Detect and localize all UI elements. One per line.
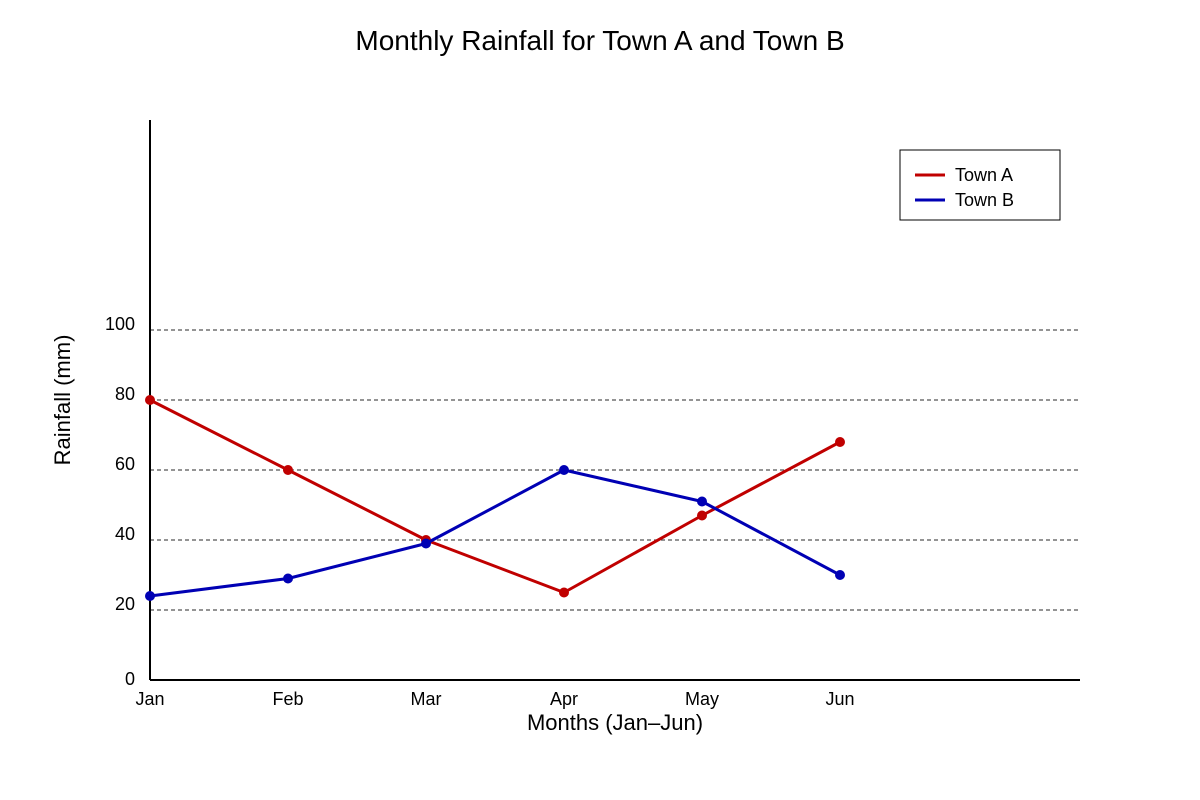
series-line-town-b <box>149 468 841 598</box>
data-point-town-a <box>283 465 293 475</box>
x-tick-label: Mar <box>411 689 442 709</box>
x-tick-label: Jun <box>825 689 854 709</box>
x-tick-label: Jan <box>135 689 164 709</box>
x-tick-label: May <box>685 689 719 709</box>
y-tick-label: 40 <box>115 524 135 544</box>
y-tick-labels: 0 20 40 60 80 100 <box>105 314 135 689</box>
y-tick-label: 80 <box>115 384 135 404</box>
y-axis-title: Rainfall (mm) <box>50 335 75 466</box>
data-point-town-b <box>559 465 569 475</box>
chart-title: Monthly Rainfall for Town A and Town B <box>355 25 844 56</box>
legend-box <box>899 149 1061 221</box>
legend-label-town-a: Town A <box>955 165 1013 185</box>
legend: Town A Town B <box>899 149 1061 221</box>
series-line-town-a <box>149 398 841 594</box>
x-tick-label: Feb <box>272 689 303 709</box>
data-point-town-b <box>145 591 155 601</box>
data-point-town-a <box>835 437 845 447</box>
legend-label-town-b: Town B <box>955 190 1014 210</box>
y-tick-label: 20 <box>115 594 135 614</box>
x-tick-labels: Jan Feb Mar Apr May Jun <box>135 689 854 709</box>
y-tick-label: 60 <box>115 454 135 474</box>
data-point-town-a <box>559 587 569 598</box>
data-point-town-a <box>697 510 707 521</box>
data-point-town-b <box>835 570 845 580</box>
grid-lines <box>150 329 1080 611</box>
y-tick-label: 0 <box>125 669 135 689</box>
x-axis-title: Months (Jan–Jun) <box>527 710 703 735</box>
y-tick-label: 100 <box>105 314 135 334</box>
series-layer <box>145 395 845 601</box>
data-point-town-b <box>697 496 707 507</box>
x-tick-label: Apr <box>550 689 578 709</box>
data-point-town-b <box>421 538 431 549</box>
data-point-town-b <box>283 573 293 584</box>
data-point-town-a <box>145 395 155 405</box>
